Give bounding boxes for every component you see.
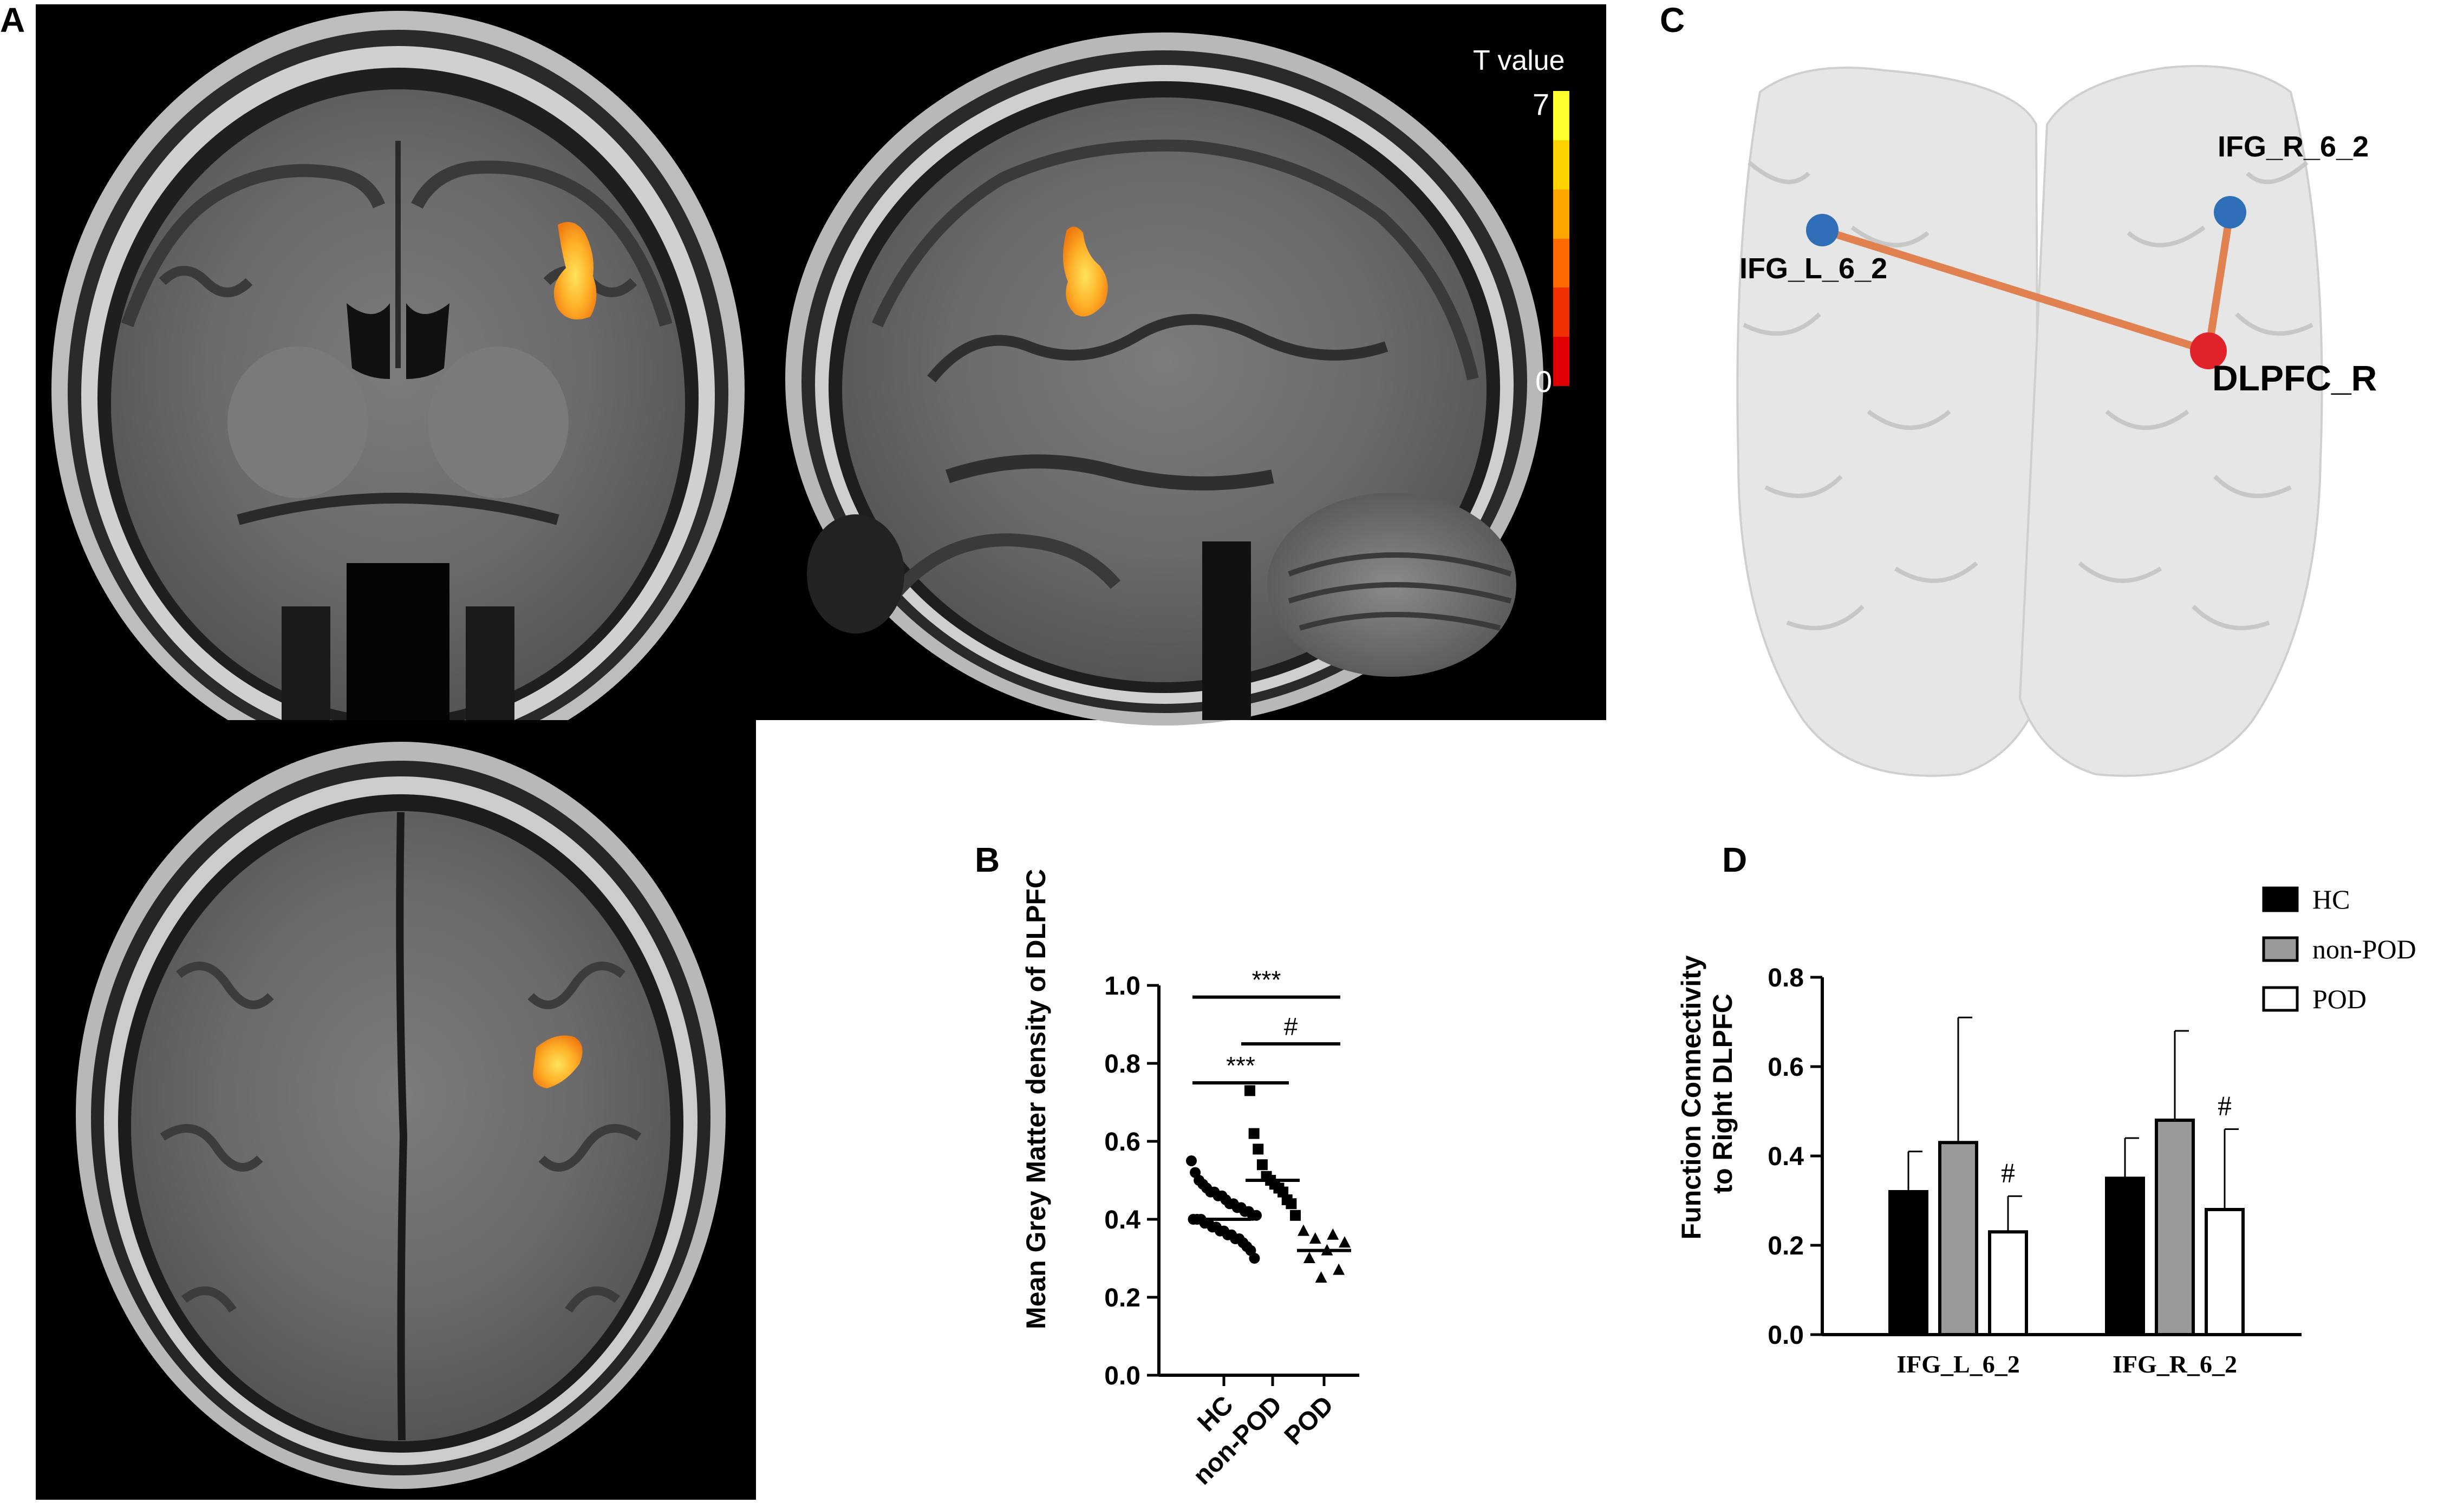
brain-glass-render xyxy=(1736,65,2323,777)
node-ifgl xyxy=(1806,214,1839,246)
y-tick-label: 1.0 xyxy=(1104,972,1140,1001)
y-tick-label: 0.2 xyxy=(1768,1232,1804,1260)
data-point xyxy=(1303,1252,1315,1263)
coronal-slice xyxy=(36,4,756,769)
bar xyxy=(1888,1190,1928,1336)
y-axis-title-line1: Function Connectivity xyxy=(1676,955,1706,1239)
x-tick-label: IFG_R_6_2 xyxy=(2113,1350,2237,1378)
edge-ifgl-dlpfc xyxy=(1818,226,2212,355)
legend-label: POD xyxy=(2312,984,2367,1014)
significance-label: *** xyxy=(1252,966,1281,994)
node-label-ifg-l: IFG_L_6_2 xyxy=(1739,252,1888,285)
colorbar-step-5 xyxy=(1553,91,1569,140)
legend-swatch xyxy=(2262,886,2299,912)
data-point xyxy=(1315,1271,1327,1283)
data-point xyxy=(1251,1210,1262,1221)
data-point xyxy=(1290,1210,1301,1221)
data-point xyxy=(1286,1198,1297,1210)
x-tick-label: non-POD xyxy=(1188,1390,1288,1491)
node-ifgr xyxy=(2214,196,2246,228)
y-axis-title-line2: to Right DLPFC xyxy=(1707,994,1738,1193)
legend-swatch xyxy=(2262,936,2299,962)
x-tick-label: IFG_L_6_2 xyxy=(1896,1350,2019,1378)
legend-label: non-POD xyxy=(2312,934,2416,964)
data-point xyxy=(1253,1143,1264,1155)
colorbar-step-3 xyxy=(1553,189,1569,239)
significance-label: # xyxy=(1284,1012,1298,1041)
colorbar-step-4 xyxy=(1553,140,1569,189)
y-axis-title: Function Connectivity to Right DLPFC xyxy=(1676,948,1738,1240)
colorbar-min-label: 0 xyxy=(1535,364,1553,398)
sagittal-slice xyxy=(756,4,1606,726)
y-tick-label: 0.0 xyxy=(1768,1321,1804,1350)
bar xyxy=(2205,1208,2245,1336)
significance-label: *** xyxy=(1226,1051,1255,1080)
legend-swatch xyxy=(2262,986,2299,1012)
annotation-label: # xyxy=(2218,1091,2232,1122)
data-point xyxy=(1309,1232,1321,1244)
scatter-chart-b: B Mean Grey Matter density of DLPFC 0.0 0… xyxy=(975,840,1359,1491)
bar xyxy=(1938,1141,1978,1336)
node-label-ifg-r: IFG_R_6_2 xyxy=(2218,130,2369,163)
colorbar xyxy=(1553,91,1569,386)
bar xyxy=(2155,1119,2195,1336)
colorbar-title: T value xyxy=(1473,45,1565,76)
panel-label-b: B xyxy=(975,840,1000,879)
y-tick-label: 0.8 xyxy=(1768,964,1804,992)
edge-ifgr-dlpfc xyxy=(2205,208,2234,355)
legend-label: HC xyxy=(2312,884,2350,914)
data-point xyxy=(1339,1236,1351,1248)
colorbar-step-1 xyxy=(1553,287,1569,337)
y-tick-label: 0.6 xyxy=(1768,1053,1804,1082)
panel-label-c: C xyxy=(1660,1,1685,40)
bar xyxy=(1988,1230,2028,1336)
panel-label-d: D xyxy=(1722,840,1747,879)
data-point xyxy=(1248,1128,1260,1139)
bar-chart-d: D Function Connectivity to Right DLPFC 0… xyxy=(1676,840,2416,1378)
y-tick-label: 0.2 xyxy=(1104,1284,1140,1312)
data-point xyxy=(1249,1253,1260,1264)
bar xyxy=(2105,1177,2145,1336)
data-point xyxy=(1256,1159,1268,1171)
panel-label-a: A xyxy=(0,1,25,40)
x-tick-label: POD xyxy=(1279,1390,1339,1450)
y-tick-label: 0.8 xyxy=(1104,1050,1140,1079)
data-point xyxy=(1244,1085,1255,1096)
colorbar-step-0 xyxy=(1553,337,1569,386)
y-tick-label: 0.6 xyxy=(1104,1128,1140,1156)
colorbar-max-label: 7 xyxy=(1533,87,1550,121)
axial-slice xyxy=(36,720,756,1500)
data-point xyxy=(1333,1263,1345,1275)
data-point xyxy=(1327,1228,1339,1240)
y-axis-title: Mean Grey Matter density of DLPFC xyxy=(1021,869,1051,1329)
data-point xyxy=(1186,1155,1197,1166)
colorbar-step-2 xyxy=(1553,238,1569,288)
data-point xyxy=(1298,1224,1309,1236)
y-tick-label: 0.4 xyxy=(1104,1206,1140,1234)
y-tick-label: 0.4 xyxy=(1768,1142,1804,1171)
annotation-label: # xyxy=(2001,1158,2015,1188)
node-label-dlpfc: DLPFC_R xyxy=(2212,358,2377,398)
y-tick-label: 0.0 xyxy=(1104,1362,1140,1390)
